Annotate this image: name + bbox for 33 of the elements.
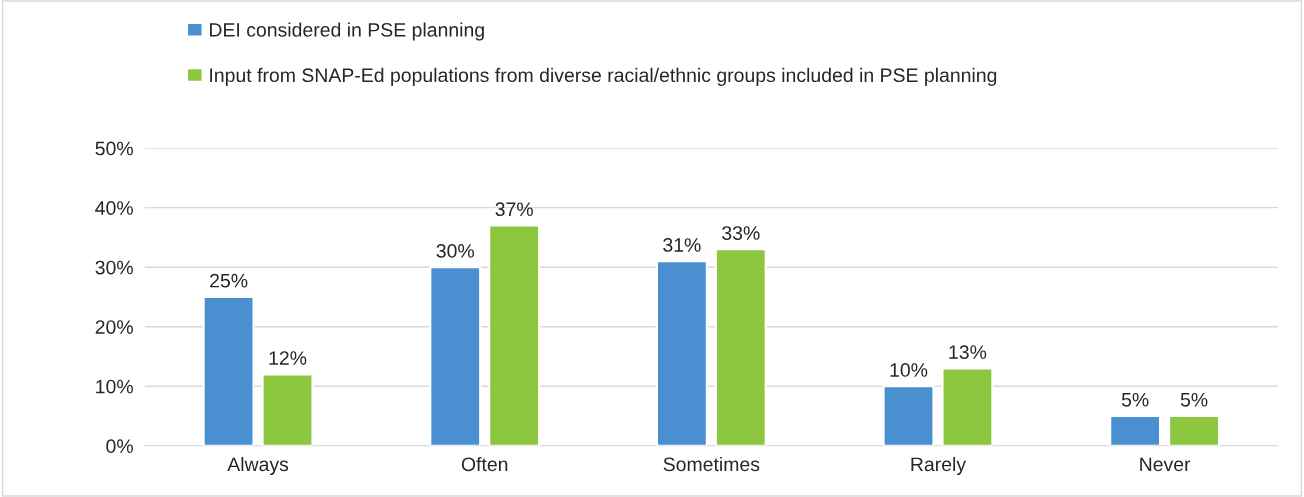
x-tick-label: Always bbox=[227, 456, 289, 476]
data-label: 33% bbox=[722, 226, 760, 240]
data-label: 13% bbox=[949, 345, 987, 360]
legend-label: DEI considered in PSE planning bbox=[210, 22, 484, 41]
bar bbox=[714, 248, 767, 446]
y-tick-label: 10% bbox=[96, 379, 133, 394]
bar bbox=[429, 266, 482, 446]
x-tick-label: Often bbox=[461, 456, 508, 472]
data-label: 31% bbox=[663, 238, 701, 252]
data-label: 5% bbox=[1121, 392, 1149, 407]
x-tick-label: Never bbox=[1140, 457, 1191, 472]
bar bbox=[655, 260, 708, 446]
bar bbox=[941, 367, 994, 446]
data-label: 25% bbox=[210, 273, 248, 288]
data-label: 30% bbox=[436, 244, 474, 258]
bar bbox=[882, 385, 935, 446]
bar bbox=[1168, 415, 1221, 446]
x-tick-label: Sometimes bbox=[663, 456, 760, 472]
y-tick-label: 30% bbox=[95, 260, 133, 275]
y-tick-label: 0% bbox=[106, 439, 133, 454]
y-tick-label: 40% bbox=[95, 201, 133, 215]
bar bbox=[261, 373, 314, 446]
data-label: 12% bbox=[269, 351, 307, 365]
bar bbox=[1109, 415, 1162, 446]
y-tick-label: 50% bbox=[95, 141, 133, 156]
y-tick-label: 20% bbox=[95, 320, 133, 334]
data-label: 10% bbox=[890, 363, 928, 377]
bar bbox=[488, 224, 541, 446]
bar bbox=[202, 295, 255, 446]
data-label: 5% bbox=[1180, 392, 1208, 407]
data-label: 37% bbox=[495, 202, 533, 217]
legend-label: Input from SNAP-Ed populations from diverse racial/ethnic groups included in PSE planning bbox=[210, 67, 997, 86]
x-tick-label: Rarely bbox=[911, 456, 967, 476]
